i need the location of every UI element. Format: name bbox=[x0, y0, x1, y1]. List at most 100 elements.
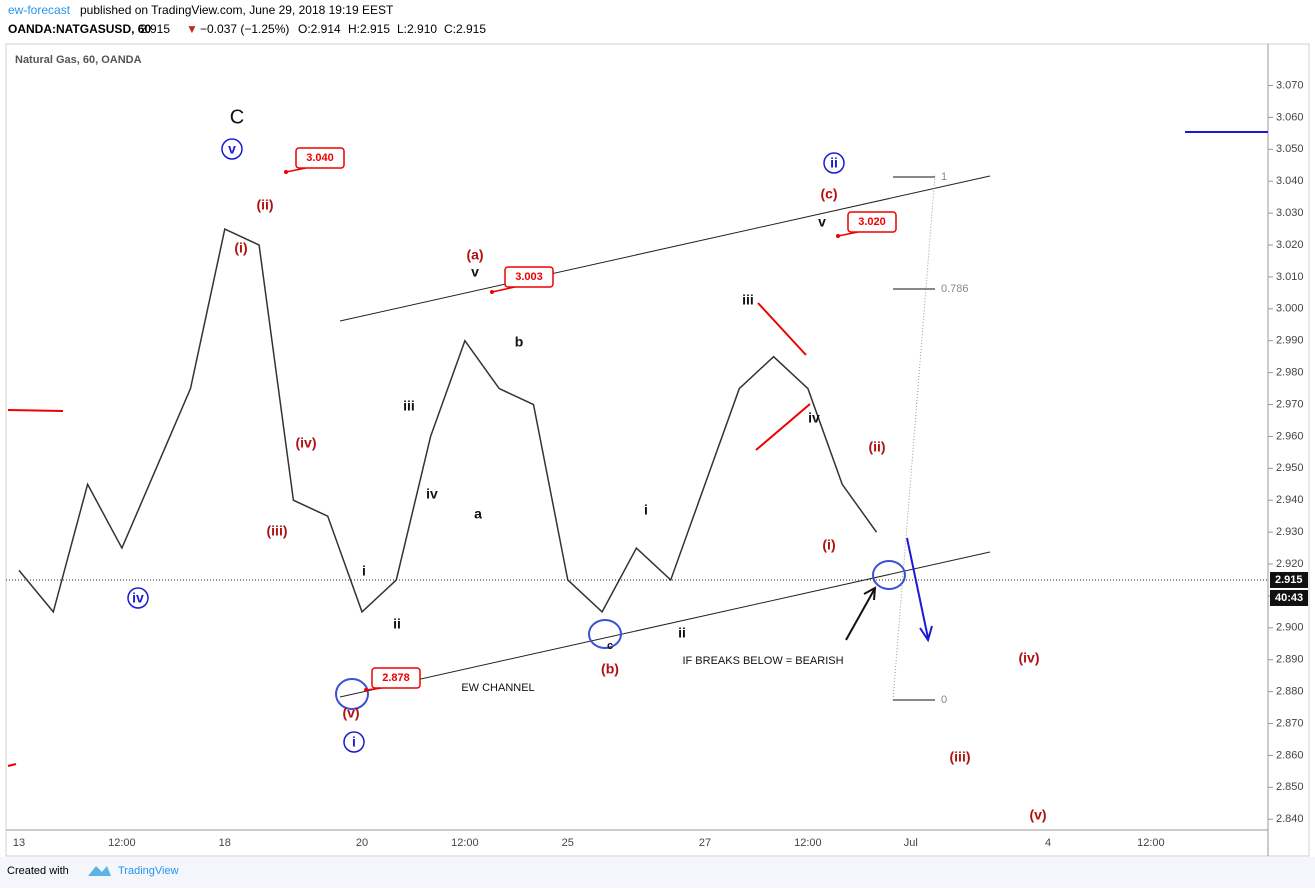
wave-circle bbox=[343, 731, 365, 753]
footer-bar bbox=[0, 857, 1315, 888]
y-tick-label: 2.860 bbox=[1276, 749, 1304, 761]
pane-border bbox=[5, 43, 1310, 857]
footer-brand[interactable]: TradingView bbox=[118, 865, 179, 877]
circle-mark bbox=[588, 619, 622, 649]
y-tick-label: 2.980 bbox=[1276, 367, 1304, 379]
wave-label: i bbox=[352, 734, 356, 750]
circle-mark bbox=[872, 560, 906, 590]
annotation: IF BREAKS BELOW = BEARISH bbox=[682, 655, 843, 667]
callout-label: 3.020 bbox=[858, 216, 886, 228]
wave-label: (c) bbox=[820, 186, 837, 202]
x-tick-label: 25 bbox=[562, 837, 574, 849]
countdown: 40:43 bbox=[1275, 592, 1303, 604]
callout-box bbox=[295, 147, 345, 169]
price-line bbox=[18, 227, 878, 614]
fib-label: 0.786 bbox=[941, 283, 969, 295]
logo bbox=[88, 866, 111, 876]
channel-upper bbox=[339, 175, 991, 322]
callout-dot bbox=[836, 234, 840, 238]
change: −0.037 (−1.25%) bbox=[200, 22, 289, 36]
wave-label: (iv) bbox=[296, 435, 317, 451]
symbol: OANDA:NATGASUSD, 60 bbox=[8, 22, 151, 36]
ohlc-close: C:2.915 bbox=[444, 22, 486, 36]
last-price-box bbox=[1270, 571, 1308, 588]
x-tick-label: 12:00 bbox=[1137, 837, 1165, 849]
callout-label: 3.040 bbox=[306, 152, 334, 164]
channel-lower bbox=[339, 551, 991, 698]
callout-dot bbox=[490, 290, 494, 294]
y-tick-label: 3.070 bbox=[1276, 79, 1304, 91]
y-tick-label: 2.880 bbox=[1276, 686, 1304, 698]
wave-label: ii bbox=[393, 616, 401, 632]
wave-label: (i) bbox=[822, 537, 835, 553]
y-tick-label: 2.840 bbox=[1276, 813, 1304, 825]
x-tick-label: 13 bbox=[13, 837, 25, 849]
y-tick-label: 2.900 bbox=[1276, 622, 1304, 634]
fib-label: 1 bbox=[941, 171, 947, 183]
footer-created: Created with bbox=[7, 865, 69, 877]
wave-label: b bbox=[515, 334, 524, 350]
wave-label: a bbox=[474, 506, 482, 522]
y-tick-label: 3.030 bbox=[1276, 207, 1304, 219]
wave-label: (v) bbox=[342, 705, 359, 721]
wave-label: (b) bbox=[601, 661, 619, 677]
callout-label: 3.003 bbox=[515, 271, 543, 283]
wave-label: (iii) bbox=[267, 523, 288, 539]
callout-box bbox=[847, 211, 897, 233]
ohlc-low: L:2.910 bbox=[397, 22, 437, 36]
wave-label: ii bbox=[678, 625, 686, 641]
y-tick-label: 2.930 bbox=[1276, 526, 1304, 538]
y-tick-label: 3.020 bbox=[1276, 239, 1304, 251]
callout-box bbox=[504, 266, 554, 288]
x-tick-label: 12:00 bbox=[108, 837, 136, 849]
y-tick-label: 2.960 bbox=[1276, 430, 1304, 442]
last: 2.915 bbox=[140, 22, 170, 36]
red-level bbox=[7, 763, 17, 767]
triangle-line bbox=[757, 302, 807, 356]
callout-dot bbox=[364, 688, 368, 692]
x-tick-label: 20 bbox=[356, 837, 368, 849]
wave-label: iv bbox=[132, 590, 144, 606]
wave-label: (ii) bbox=[256, 197, 273, 213]
wave-circle bbox=[127, 587, 149, 609]
y-tick-label: 2.890 bbox=[1276, 654, 1304, 666]
author[interactable]: ew-forecast bbox=[8, 3, 71, 17]
wave-label: c bbox=[607, 640, 613, 652]
fib-label: 0 bbox=[941, 694, 947, 706]
y-tick-label: 3.040 bbox=[1276, 175, 1304, 187]
x-tick-label: Jul bbox=[904, 837, 918, 849]
wave-label: (i) bbox=[234, 240, 247, 256]
pane-title: Natural Gas, 60, OANDA bbox=[15, 54, 142, 66]
wave-label: iii bbox=[403, 398, 415, 414]
wave-label: (iv) bbox=[1019, 650, 1040, 666]
y-tick-label: 2.970 bbox=[1276, 398, 1304, 410]
wave-label: (v) bbox=[1029, 807, 1046, 823]
wave-label: (iii) bbox=[950, 749, 971, 765]
callout-pointer bbox=[491, 286, 516, 293]
wave-label: iv bbox=[808, 410, 820, 426]
pointer-arrow bbox=[845, 586, 877, 641]
wave-label: (a) bbox=[466, 247, 483, 263]
x-tick-label: 12:00 bbox=[794, 837, 822, 849]
wave-label: C bbox=[230, 106, 244, 128]
wave-label: i bbox=[362, 563, 366, 579]
last-price-label: 2.915 bbox=[1275, 574, 1303, 586]
wave-label: v bbox=[818, 214, 826, 230]
x-tick-label: 27 bbox=[699, 837, 711, 849]
y-tick-label: 2.850 bbox=[1276, 781, 1304, 793]
annotation: EW CHANNEL bbox=[461, 682, 534, 694]
circle-mark bbox=[335, 678, 369, 710]
callout-dot bbox=[284, 170, 288, 174]
wave-circle bbox=[823, 152, 845, 174]
fib-trend bbox=[892, 174, 936, 701]
wave-label: (ii) bbox=[868, 439, 885, 455]
y-tick-label: 2.870 bbox=[1276, 717, 1304, 729]
wave-label: iv bbox=[426, 486, 438, 502]
wave-label: i bbox=[644, 502, 648, 518]
published: published on TradingView.com, June 29, 2… bbox=[80, 3, 394, 17]
red-level bbox=[7, 409, 64, 412]
y-tick-label: 3.060 bbox=[1276, 111, 1304, 123]
